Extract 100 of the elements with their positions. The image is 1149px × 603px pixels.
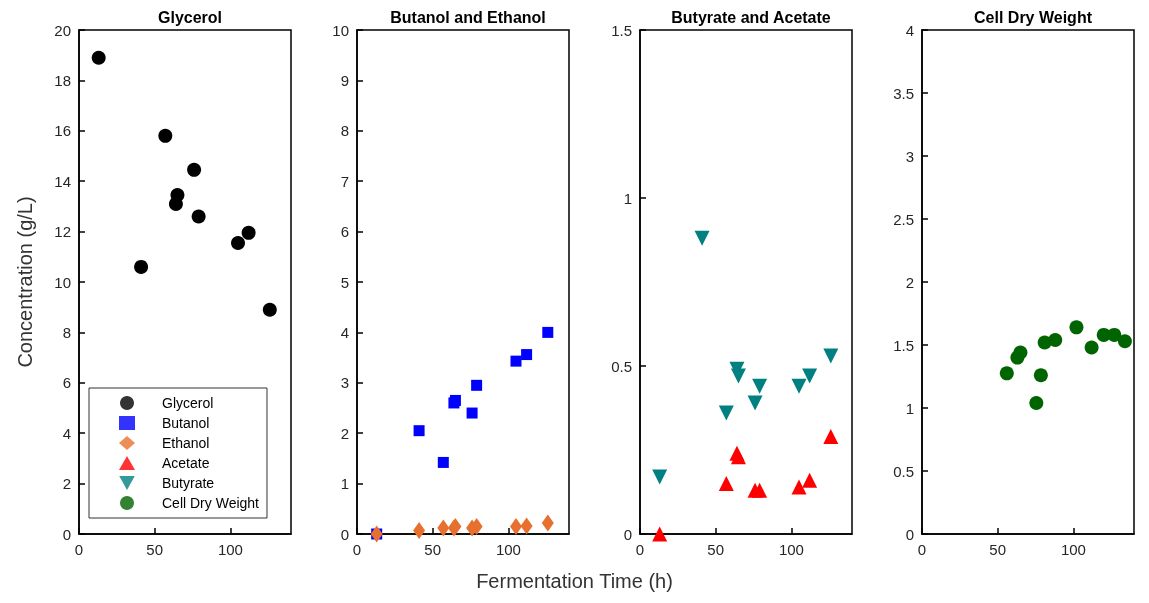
- point: [241, 225, 256, 240]
- point: [541, 514, 554, 532]
- y-tick-label: 10: [54, 273, 71, 291]
- y-tick-label: 0.5: [611, 357, 632, 375]
- point: [791, 479, 807, 495]
- point: [730, 449, 746, 465]
- point: [262, 302, 277, 317]
- legend-label: Glycerol: [162, 395, 214, 411]
- y-tick-label: 1.5: [893, 336, 914, 354]
- point: [158, 128, 173, 143]
- y-tick-label: 2: [62, 475, 71, 493]
- point: [652, 469, 668, 485]
- point: [170, 188, 185, 203]
- y-tick-label: 0: [62, 525, 71, 543]
- point: [747, 395, 763, 411]
- point: [802, 368, 818, 384]
- y-tick-label: 0: [905, 525, 914, 543]
- x-tick-label: 0: [352, 541, 362, 558]
- y-tick-label: 3.5: [893, 84, 914, 102]
- point: [134, 259, 149, 274]
- x-tick-label: 0: [635, 541, 645, 558]
- x-tick-label: 50: [989, 541, 1007, 558]
- y-tick-label: 2: [905, 273, 914, 291]
- y-tick-label: 16: [54, 122, 71, 140]
- point: [1117, 334, 1132, 349]
- legend-label: Butyrate: [162, 475, 215, 491]
- chart-title: Butanol and Ethanol: [390, 8, 546, 26]
- y-tick-label: 1: [340, 475, 349, 493]
- y-tick-label: 9: [340, 71, 349, 89]
- point: [437, 519, 450, 537]
- y-tick-label: 14: [54, 172, 71, 190]
- point: [231, 235, 245, 250]
- point: [510, 355, 522, 367]
- point: [521, 349, 533, 361]
- point: [437, 456, 449, 468]
- point: [471, 379, 483, 391]
- point: [1069, 320, 1084, 335]
- point: [542, 326, 554, 338]
- point: [752, 378, 768, 394]
- y-tick-label: 1: [905, 399, 914, 417]
- point: [718, 476, 734, 492]
- legend-label: Ethanol: [162, 435, 210, 451]
- point: [187, 162, 202, 177]
- point: [191, 209, 206, 224]
- x-tick-label: 50: [424, 541, 442, 558]
- point: [652, 526, 668, 542]
- x-axis-title: Fermentation Time (h): [475, 570, 674, 593]
- y-tick-label: 18: [54, 71, 71, 89]
- point: [823, 429, 839, 445]
- point: [730, 368, 746, 384]
- chart-title: Cell Dry Weight: [974, 8, 1093, 26]
- y-tick-label: 6: [340, 223, 349, 241]
- y-tick-label: 10: [332, 21, 349, 39]
- x-tick-label: 100: [217, 541, 243, 558]
- y-tick-label: 2: [340, 424, 349, 442]
- x-tick-label: 0: [917, 541, 927, 558]
- y-tick-label: 0.5: [893, 462, 914, 480]
- chart-title: Butyrate and Acetate: [671, 8, 831, 26]
- point: [1084, 340, 1099, 355]
- y-tick-label: 12: [54, 223, 71, 241]
- y-tick-label: 6: [62, 374, 71, 392]
- legend-label: Cell Dry Weight: [162, 495, 260, 511]
- point: [823, 348, 839, 364]
- y-tick-label: 3: [905, 147, 914, 165]
- y-tick-label: 4: [905, 21, 914, 39]
- y-tick-label: 4: [340, 323, 349, 341]
- point: [1029, 395, 1044, 410]
- y-axis-title: Concentration (g/L): [14, 196, 36, 368]
- point: [466, 407, 478, 419]
- x-tick-label: 50: [146, 541, 164, 558]
- point: [413, 521, 426, 539]
- point: [91, 50, 106, 65]
- y-tick-label: 1: [623, 189, 632, 207]
- point: [791, 378, 807, 394]
- x-tick-label: 50: [707, 541, 725, 558]
- point: [802, 472, 818, 488]
- y-tick-label: 20: [54, 21, 71, 39]
- y-tick-label: 5: [340, 273, 349, 291]
- point: [1107, 327, 1122, 342]
- x-tick-label: 0: [74, 541, 84, 558]
- x-tick-label: 100: [1060, 541, 1086, 558]
- y-tick-label: 4: [62, 424, 71, 442]
- y-tick-label: 2.5: [893, 210, 914, 228]
- point: [718, 405, 734, 421]
- y-tick-label: 3: [340, 374, 349, 392]
- y-tick-label: 8: [340, 122, 349, 140]
- chart-title: Glycerol: [157, 8, 223, 26]
- legend-label: Butanol: [162, 415, 210, 431]
- x-tick-label: 100: [495, 541, 521, 558]
- legend-label: Acetate: [162, 455, 210, 471]
- point: [999, 366, 1014, 381]
- y-tick-label: 7: [340, 172, 349, 190]
- point: [413, 425, 425, 437]
- y-tick-label: 0: [623, 525, 632, 543]
- point: [520, 517, 533, 535]
- y-tick-label: 8: [62, 323, 71, 341]
- y-tick-label: 1.5: [611, 21, 632, 39]
- point: [1048, 332, 1063, 347]
- y-tick-label: 0: [340, 525, 349, 543]
- x-tick-label: 100: [778, 541, 804, 558]
